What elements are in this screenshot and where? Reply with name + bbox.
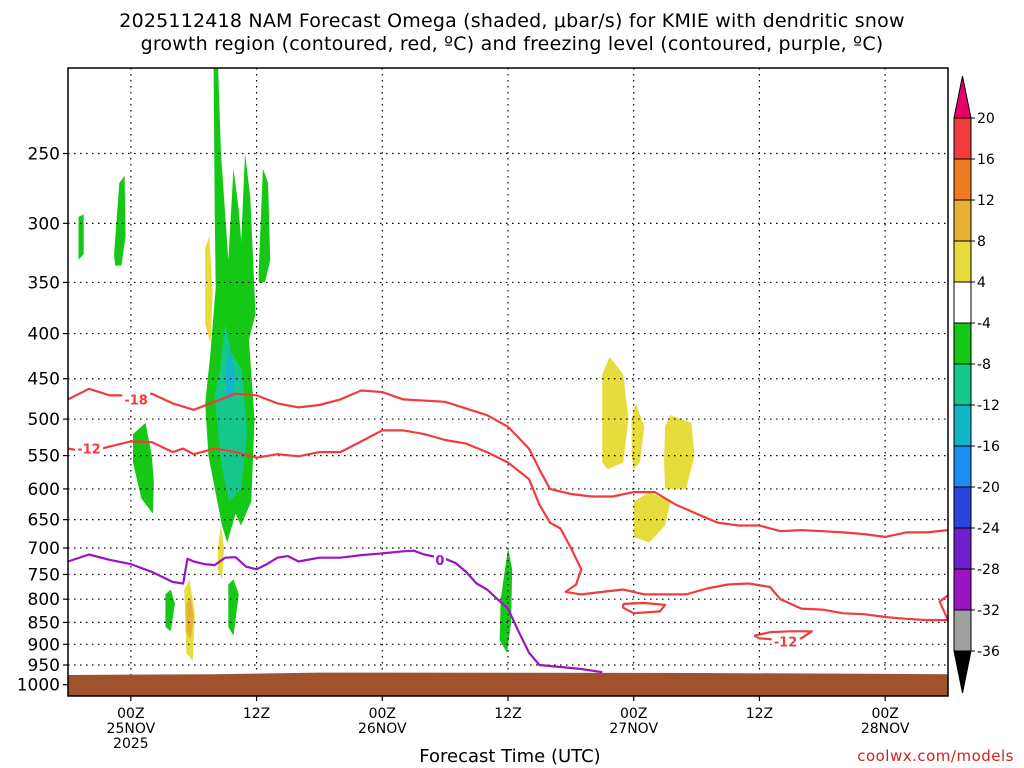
contour-label-bg-1: [74, 440, 103, 457]
chart-title-line1: 2025112418 NAM Forecast Omega (shaded, μ…: [119, 10, 905, 32]
colorbar-box-1: [953, 117, 972, 160]
colorbar: 20 16 12 8 4 -4 -8 -12 -16 -20 -24 -28 -32 -36: [953, 75, 1000, 694]
omega-region-16: [664, 415, 695, 489]
y-tick-label-0: 250: [28, 144, 60, 164]
omega-region-0: [78, 214, 84, 260]
colorbar-label-8: -16: [977, 439, 1000, 455]
credit-text: coolwx.com/models: [857, 747, 1014, 765]
y-tick-label-4: 450: [28, 370, 60, 390]
x-axis-label: Forecast Time (UTC): [419, 746, 601, 767]
omega-region-18: [186, 596, 194, 640]
contour-label-bg-4: [433, 551, 446, 568]
y-tick-label-8: 650: [28, 511, 60, 531]
y-tick-label-6: 550: [28, 447, 60, 467]
omega-region-1: [114, 175, 126, 266]
colorbar-box-2: [953, 158, 972, 201]
x-tick-label-4-0: 00Z: [620, 706, 647, 722]
omega-region-11: [205, 235, 213, 343]
contour-label-1: -12: [77, 443, 101, 458]
colorbar-label-1: 16: [977, 152, 995, 168]
omega-region-12: [217, 525, 225, 580]
contour-label-bg-0: [122, 391, 151, 408]
plot-area: -18 -12 -12 0: [68, 68, 948, 696]
colorbar-box-4: [953, 240, 972, 283]
colorbar-box-10: [953, 486, 972, 529]
colorbar-label-2: 12: [977, 193, 995, 209]
x-tick-label-2-0: 00Z: [369, 706, 396, 722]
y-tick-label-10: 750: [28, 565, 60, 585]
colorbar-label-10: -24: [977, 521, 1000, 537]
contour-line-1: [68, 429, 948, 622]
colorbar-box-8: [953, 404, 972, 447]
contour-line-3: [622, 601, 667, 615]
colorbar-box-3: [953, 199, 972, 242]
omega-region-6: [228, 579, 239, 636]
y-tick-label-13: 900: [28, 635, 60, 655]
colorbar-box-9: [953, 445, 972, 488]
contour-line-0: [68, 387, 948, 538]
y-tick-label-2: 350: [28, 273, 60, 293]
x-tick-label-6-1: 28NOV: [861, 721, 910, 737]
chart-title-line2: growth region (contoured, red, ºC) and f…: [140, 33, 884, 55]
y-tick-label-12: 850: [28, 613, 60, 633]
omega-region-2: [133, 422, 154, 514]
ground-surface: [68, 672, 948, 696]
contour-label-0: -18: [124, 393, 148, 408]
colorbar-label-13: -36: [977, 644, 1000, 660]
x-tick-label-6-0: 00Z: [871, 706, 898, 722]
colorbar-box-5: [953, 281, 972, 324]
contour-line-2: [753, 630, 813, 642]
colorbar-top-triangle: [953, 75, 972, 119]
y-tick-label-1: 300: [28, 214, 60, 234]
y-tick-label-11: 800: [28, 590, 60, 610]
omega-region-5: [258, 168, 271, 283]
y-tick-label-14: 950: [28, 656, 60, 676]
omega-region-7: [165, 589, 175, 632]
x-tick-label-2-1: 26NOV: [358, 721, 407, 737]
x-tick-label-5-0: 12Z: [746, 706, 773, 722]
x-tick-label-0-1: 25NOV: [107, 721, 156, 737]
x-tick-label-0-2: 2025: [113, 736, 149, 752]
omega-region-4: [240, 153, 256, 343]
colorbar-box-7: [953, 363, 972, 406]
colorbar-box-13: [953, 609, 972, 652]
colorbar-label-12: -32: [977, 603, 1000, 619]
colorbar-label-5: -4: [977, 316, 991, 332]
colorbar-label-9: -20: [977, 480, 1000, 496]
y-tick-label-5: 500: [28, 410, 60, 430]
colorbar-label-4: 4: [977, 275, 986, 291]
colorbar-box-12: [953, 568, 972, 611]
contour-line-4: [68, 549, 603, 674]
colorbar-bottom-triangle: [953, 650, 972, 694]
colorbar-box-11: [953, 527, 972, 570]
omega-region-17: [633, 492, 671, 543]
colorbar-label-11: -28: [977, 562, 1000, 578]
omega-region-14: [602, 356, 629, 470]
y-tick-label-15: 1000: [17, 676, 60, 696]
y-tick-label-9: 700: [28, 539, 60, 559]
contour-label-4: 0: [435, 554, 444, 569]
colorbar-label-0: 20: [977, 111, 995, 127]
omega-region-10: [225, 347, 236, 404]
y-tick-label-7: 600: [28, 480, 60, 500]
omega-region-9: [214, 323, 248, 502]
colorbar-label-3: 8: [977, 234, 986, 250]
y-tick-label-3: 400: [28, 325, 60, 345]
x-tick-label-0-0: 00Z: [117, 706, 144, 722]
omega-region-15: [631, 403, 645, 470]
contour-label-bg-2: [771, 633, 800, 650]
contour-label-2: -12: [774, 635, 798, 650]
colorbar-label-7: -12: [977, 398, 1000, 414]
x-tick-label-3-0: 12Z: [494, 706, 521, 722]
x-tick-label-1-0: 12Z: [243, 706, 270, 722]
x-tick-label-4-1: 27NOV: [609, 721, 658, 737]
omega-region-8: [499, 548, 513, 653]
colorbar-label-6: -8: [977, 357, 991, 373]
colorbar-box-6: [953, 322, 972, 365]
